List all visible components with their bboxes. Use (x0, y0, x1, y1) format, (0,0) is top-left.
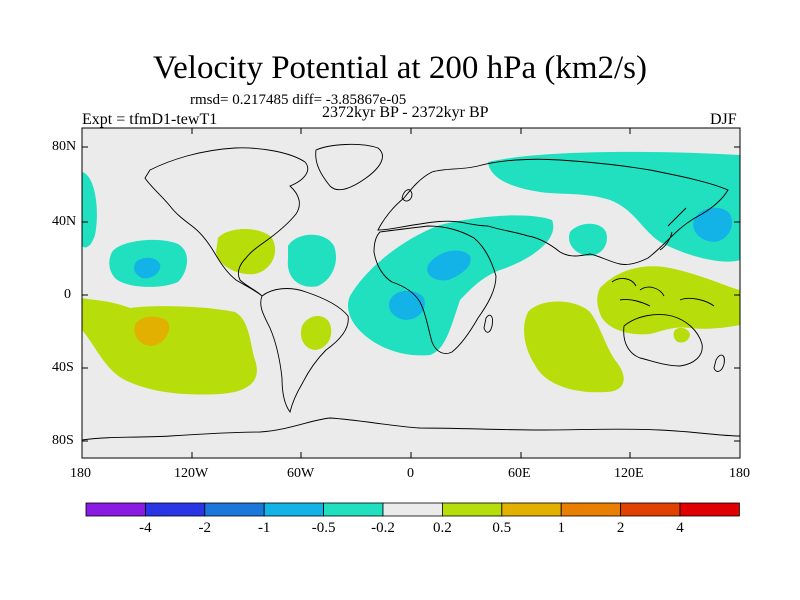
colorbar-label-3: -0.5 (311, 520, 336, 536)
region-north-pacific-east-core (693, 207, 733, 242)
region-south-pacific-core (134, 316, 170, 346)
region-africa-core-south (388, 290, 425, 320)
lon-label-0: 0 (407, 466, 414, 481)
region-caribbean (287, 234, 337, 287)
map-title: Velocity Potential at 200 hPa (km2/s) (152, 50, 648, 86)
colorbar-box-0 (85, 502, 146, 517)
coast-north-america (144, 147, 309, 297)
colorbar-label-4: -0.2 (371, 520, 395, 536)
coast-south-america (260, 288, 349, 414)
region-africa-core-north (427, 250, 471, 281)
colorbar-box-4 (323, 502, 384, 517)
lon-label-180-east: 180 (729, 466, 750, 481)
region-maritime-continent (597, 266, 740, 335)
region-north-pacific-west (82, 172, 97, 248)
colorbar-label-8: 2 (616, 520, 625, 536)
latitude-ticks (82, 146, 740, 442)
region-south-pacific (82, 298, 257, 395)
colorbar-label-2: -1 (257, 520, 271, 536)
colorbar-box-1 (144, 502, 206, 517)
colorbar-label-6: 0.5 (492, 520, 512, 536)
lon-label-180-west: 180 (70, 466, 91, 481)
colorbar-box-9 (620, 502, 681, 517)
season-label: DJF (710, 111, 737, 128)
coast-africa (373, 225, 497, 354)
coast-uk (401, 189, 413, 202)
region-indian-ocean (524, 301, 624, 393)
lon-label-60w: 60W (287, 466, 315, 481)
coast-maritime-islands (611, 278, 715, 307)
contour-fields (82, 143, 740, 441)
lat-label-40n: 40N (52, 214, 77, 229)
region-new-guinea-patch (673, 327, 690, 343)
region-africa-atlantic (347, 215, 554, 356)
experiment-label: Expt = tfmD1-tewT1 (82, 111, 218, 128)
stats-line: rmsd= 0.217485 diff= -3.85867e-05 (190, 92, 407, 108)
colorbar-box-3 (263, 502, 325, 517)
coast-australia (623, 314, 703, 367)
colorbar-label-9: 4 (676, 520, 684, 536)
coast-eurasia (377, 158, 729, 265)
lat-label-40s: 40S (52, 360, 74, 375)
coast-madagascar (483, 314, 493, 333)
coast-greenland (315, 143, 383, 191)
region-east-pacific-core (134, 257, 161, 279)
lon-label-120w: 120W (174, 466, 209, 481)
colorbar-label-7: 1 (557, 520, 565, 536)
period-label: 2372kyr BP - 2372kyr BP (322, 104, 489, 121)
lat-label-80n: 80N (52, 139, 77, 154)
colorbar-label-1: -2 (198, 520, 212, 536)
region-india (569, 223, 607, 256)
coast-japan (659, 207, 687, 251)
colorbar-box-8 (560, 502, 622, 517)
colorbar-box-7 (501, 502, 562, 517)
lon-label-120e: 120E (614, 466, 644, 481)
region-south-america (300, 315, 332, 350)
colorbar-label-0: -4 (139, 520, 152, 536)
colorbar-box-10 (679, 502, 740, 517)
region-east-asia-arctic (488, 151, 740, 262)
colorbar-box-6 (441, 502, 503, 517)
colorbar-box-5 (382, 502, 443, 517)
coastlines (82, 143, 740, 441)
lon-label-60e: 60E (508, 466, 531, 481)
colorbar-box-2 (204, 502, 265, 517)
longitude-ticks (81, 128, 741, 458)
coast-antarctica (82, 417, 740, 441)
region-gulf-of-mexico (216, 229, 276, 275)
colorbar (85, 502, 740, 517)
colorbar-label-5: 0.2 (433, 520, 452, 536)
coast-new-zealand (713, 354, 725, 372)
lat-label-0: 0 (64, 287, 71, 302)
lat-label-80s: 80S (52, 433, 74, 448)
